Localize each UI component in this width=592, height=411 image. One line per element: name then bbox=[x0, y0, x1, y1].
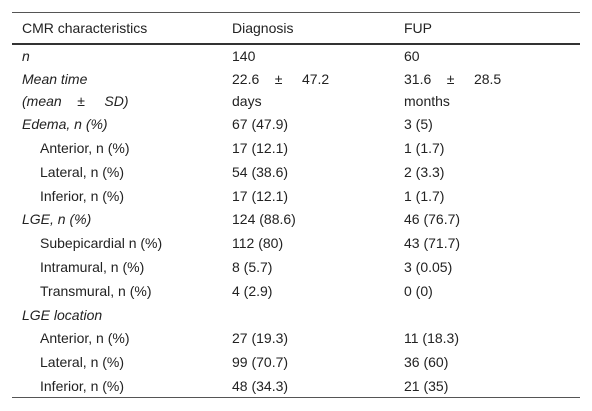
cell-line: days bbox=[232, 92, 262, 109]
table-row: Anterior, n (%) 27 (19.3) 11 (18.3) bbox=[12, 326, 580, 350]
table-cell: Inferior, n (%) bbox=[40, 187, 125, 204]
table-cell: 27 (19.3) bbox=[232, 330, 289, 347]
table-body: n 140 60 Mean time (mean ± SD) 22.6 ± 47.2 day… bbox=[12, 44, 580, 398]
table-cell: 67 (47.9) bbox=[232, 116, 289, 133]
table-cell: 11 (18.3) bbox=[404, 330, 459, 347]
table-cell: 0 (0) bbox=[404, 282, 433, 299]
table-row: Mean time (mean ± SD) 22.6 ± 47.2 days 31.6 … bbox=[12, 67, 580, 112]
table-cell: 60 bbox=[404, 47, 420, 64]
data-table: CMR characteristics Diagnosis FUP n 140 60… bbox=[12, 12, 580, 398]
table-cell: 1 (1.7) bbox=[404, 187, 445, 204]
table-cell: 124 (88.6) bbox=[232, 211, 296, 228]
cell-line: Mean time bbox=[22, 70, 88, 87]
table-cell: 3 (5) bbox=[404, 116, 433, 133]
table-cell: Lateral, n (%) bbox=[40, 354, 125, 371]
table-cell: Subepicardial n (%) bbox=[40, 235, 163, 252]
header-cell: CMR characteristics bbox=[22, 19, 148, 36]
table-cell: 31.6 ± 28.5 months bbox=[394, 67, 580, 112]
table-row: Edema, n (%) 67 (47.9) 3 (5) bbox=[12, 112, 580, 136]
table-cell: 36 (60) bbox=[404, 354, 449, 371]
cell-line: months bbox=[404, 92, 450, 109]
header-row: CMR characteristics Diagnosis FUP bbox=[12, 12, 580, 44]
table-cell: Intramural, n (%) bbox=[40, 258, 145, 275]
table-row: Lateral, n (%) 54 (38.6) 2 (3.3) bbox=[12, 160, 580, 184]
table-cell: Mean time (mean ± SD) bbox=[12, 67, 222, 112]
table-cell: LGE, n (%) bbox=[22, 211, 92, 228]
table-row: Intramural, n (%) 8 (5.7) 3 (0.05) bbox=[12, 255, 580, 279]
table-cell: 21 (35) bbox=[404, 377, 449, 394]
table-cell: 2 (3.3) bbox=[404, 163, 445, 180]
table-cell: Anterior, n (%) bbox=[40, 330, 130, 347]
table-cell: LGE location bbox=[22, 306, 103, 323]
table-row: Transmural, n (%) 4 (2.9) 0 (0) bbox=[12, 279, 580, 303]
table-cell: 8 (5.7) bbox=[232, 258, 273, 275]
table-cell: 99 (70.7) bbox=[232, 354, 289, 371]
table-cell: 48 (34.3) bbox=[232, 377, 289, 394]
table-cell: 1 (1.7) bbox=[404, 139, 445, 156]
table-cell bbox=[222, 303, 394, 327]
cell-line: (mean ± SD) bbox=[22, 92, 129, 109]
table-cell: 46 (76.7) bbox=[404, 211, 461, 228]
table-cell: 112 (80) bbox=[232, 235, 284, 252]
table-cell: 22.6 ± 47.2 days bbox=[222, 67, 394, 112]
header-cell: Diagnosis bbox=[232, 19, 294, 36]
table-row: Anterior, n (%) 17 (12.1) 1 (1.7) bbox=[12, 136, 580, 160]
table-cell: Inferior, n (%) bbox=[40, 377, 125, 394]
table-row: Subepicardial n (%) 112 (80) 43 (71.7) bbox=[12, 231, 580, 255]
table-cell: 17 (12.1) bbox=[232, 187, 289, 204]
table-cell: 43 (71.7) bbox=[404, 235, 461, 252]
table-cell: Edema, n (%) bbox=[22, 116, 108, 133]
table-cell: 140 bbox=[232, 47, 256, 64]
table-cell: Transmural, n (%) bbox=[40, 282, 152, 299]
header-cell: FUP bbox=[404, 19, 432, 36]
table-cell: n bbox=[22, 47, 30, 64]
table-cell: Lateral, n (%) bbox=[40, 163, 125, 180]
table-row: Lateral, n (%) 99 (70.7) 36 (60) bbox=[12, 350, 580, 374]
cell-line: 31.6 ± 28.5 bbox=[404, 70, 502, 87]
table-cell: 3 (0.05) bbox=[404, 258, 453, 275]
table-row: LGE, n (%) 124 (88.6) 46 (76.7) bbox=[12, 207, 580, 231]
table-row: Inferior, n (%) 48 (34.3) 21 (35) bbox=[12, 374, 580, 398]
table-row: n 140 60 bbox=[12, 44, 580, 68]
table-row: Inferior, n (%) 17 (12.1) 1 (1.7) bbox=[12, 184, 580, 208]
table-row: LGE location bbox=[12, 303, 580, 327]
table-cell: 54 (38.6) bbox=[232, 163, 289, 180]
table-cell: Anterior, n (%) bbox=[40, 139, 130, 156]
cell-line: 22.6 ± 47.2 bbox=[232, 70, 330, 87]
table-cell: 4 (2.9) bbox=[232, 282, 273, 299]
table-cell: 17 (12.1) bbox=[232, 139, 289, 156]
table-cell bbox=[394, 303, 580, 327]
